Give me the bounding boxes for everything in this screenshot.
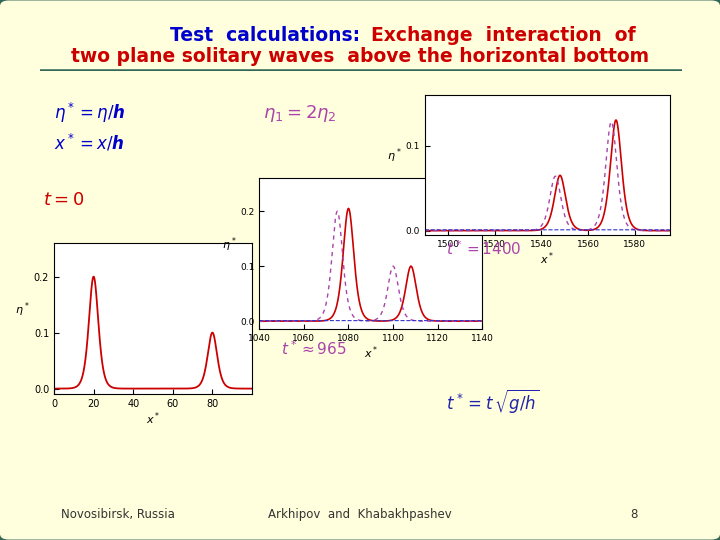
Text: two plane solitary waves  above the horizontal bottom: two plane solitary waves above the horiz… bbox=[71, 47, 649, 66]
Y-axis label: $\eta^*$: $\eta^*$ bbox=[222, 235, 236, 254]
Text: $\mathit{t}^* = \mathit{t}\,\sqrt{g/h}$: $\mathit{t}^* = \mathit{t}\,\sqrt{g/h}$ bbox=[446, 388, 540, 416]
Text: $\mathit{t}^* \approx 965$: $\mathit{t}^* \approx 965$ bbox=[281, 339, 346, 357]
Text: 8: 8 bbox=[630, 508, 637, 521]
X-axis label: $x^*$: $x^*$ bbox=[540, 250, 554, 267]
Text: Test  calculations:: Test calculations: bbox=[170, 25, 360, 45]
Y-axis label: $\eta^*$: $\eta^*$ bbox=[15, 300, 30, 319]
Text: $\mathit{x}^* = \mathit{x} / \boldsymbol{h}$: $\mathit{x}^* = \mathit{x} / \boldsymbol… bbox=[54, 132, 125, 154]
Text: $\mathit{\eta}_1 = 2\mathit{\eta}_2$: $\mathit{\eta}_1 = 2\mathit{\eta}_2$ bbox=[263, 103, 336, 124]
Text: $\mathit{t}^* = 1400$: $\mathit{t}^* = 1400$ bbox=[446, 239, 522, 258]
Text: Exchange  interaction  of: Exchange interaction of bbox=[371, 25, 636, 45]
Text: Arkhipov  and  Khabakhpashev: Arkhipov and Khabakhpashev bbox=[268, 508, 452, 521]
X-axis label: $x^*$: $x^*$ bbox=[145, 410, 161, 427]
X-axis label: $x^*$: $x^*$ bbox=[364, 345, 378, 361]
Y-axis label: $\eta^*$: $\eta^*$ bbox=[387, 146, 402, 165]
Text: Novosibirsk, Russia: Novosibirsk, Russia bbox=[61, 508, 175, 521]
Text: $\mathit{\eta}^* = \mathit{\eta} / \boldsymbol{h}$: $\mathit{\eta}^* = \mathit{\eta} / \bold… bbox=[54, 102, 125, 125]
Text: $\mathit{t} = 0$: $\mathit{t} = 0$ bbox=[43, 191, 84, 209]
